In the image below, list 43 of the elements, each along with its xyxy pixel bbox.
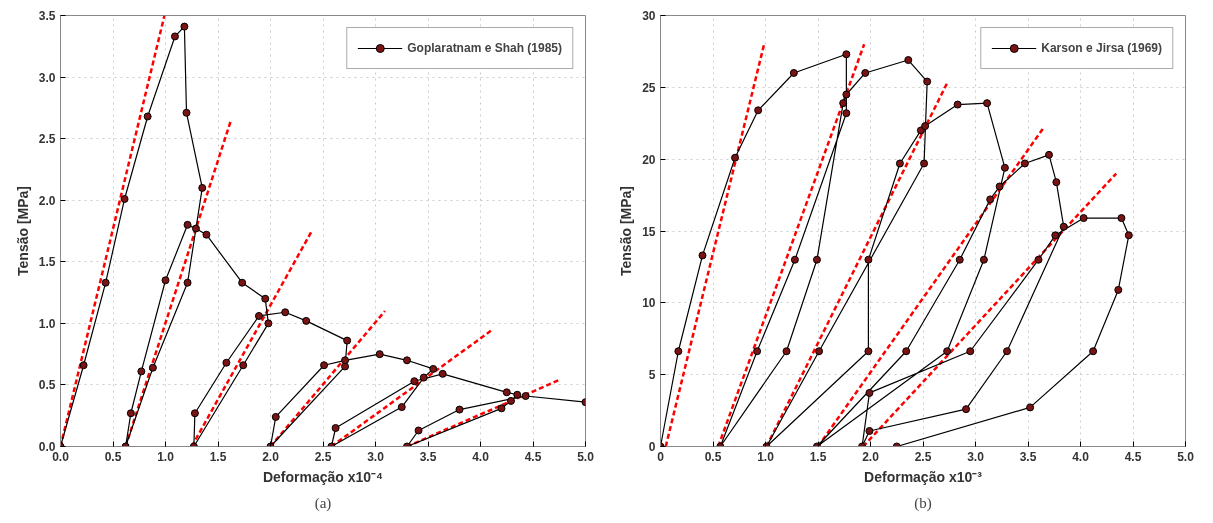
text: (a) [314, 494, 332, 512]
x-tick-label: 4.5 [524, 449, 542, 464]
x-tick-label: 2.5 [314, 449, 332, 464]
x-tick-label: 5.0 [577, 449, 595, 464]
y-tick-label: 10 [642, 296, 656, 311]
x-tick-label: 1.0 [157, 449, 175, 464]
x-tick-label: 3.5 [419, 449, 437, 464]
x-axis-title: Deformação x10⁻³ [864, 468, 983, 485]
x-tick-label: 1.5 [209, 449, 227, 464]
y-tick-label: 0 [648, 440, 656, 454]
x-tick-label: 0.5 [104, 449, 122, 464]
legend-label: Goplaratnam e Shah (1985) [407, 41, 562, 55]
y-axis-title: Tensão [MPa] [14, 186, 31, 276]
x-tick-label: 3.0 [367, 449, 385, 464]
x-axis-title: Deformação x10⁻⁴ [262, 468, 384, 485]
y-tick-label: 0.5 [38, 378, 56, 393]
x-tick-label: 3.5 [1019, 449, 1037, 464]
y-tick-label: 5 [648, 368, 656, 383]
x-tick-label: 4.0 [472, 449, 490, 464]
y-tick-label: 0.0 [38, 440, 56, 454]
y-tick-label: 3.0 [38, 70, 56, 85]
y-tick-label: 2.0 [38, 193, 56, 208]
text: (b) [914, 494, 932, 512]
x-tick-label: 0.5 [704, 449, 722, 464]
y-axis-title: Tensão [MPa] [618, 186, 635, 276]
x-tick-label: 3.0 [967, 449, 985, 464]
x-tick-label: 2.0 [862, 449, 880, 464]
x-tick-label: 2.0 [262, 449, 280, 464]
y-tick-label: 3.5 [38, 9, 56, 23]
x-tick-label: 1.0 [757, 449, 775, 464]
y-tick-label: 20 [642, 152, 656, 167]
x-tick-label: 1.5 [809, 449, 827, 464]
x-tick-label: 5.0 [1177, 449, 1195, 464]
y-tick-label: 1.0 [38, 316, 56, 331]
y-tick-label: 1.5 [38, 255, 56, 270]
y-tick-label: 15 [642, 224, 656, 239]
y-tick-label: 30 [642, 9, 656, 23]
y-tick-label: 25 [642, 80, 656, 95]
y-tick-label: 2.5 [38, 132, 56, 147]
x-tick-label: 4.0 [1072, 449, 1090, 464]
x-tick-label: 2.5 [914, 449, 932, 464]
legend-label: Karson e Jirsa (1969) [1041, 41, 1162, 55]
x-tick-label: 4.5 [1124, 449, 1142, 464]
